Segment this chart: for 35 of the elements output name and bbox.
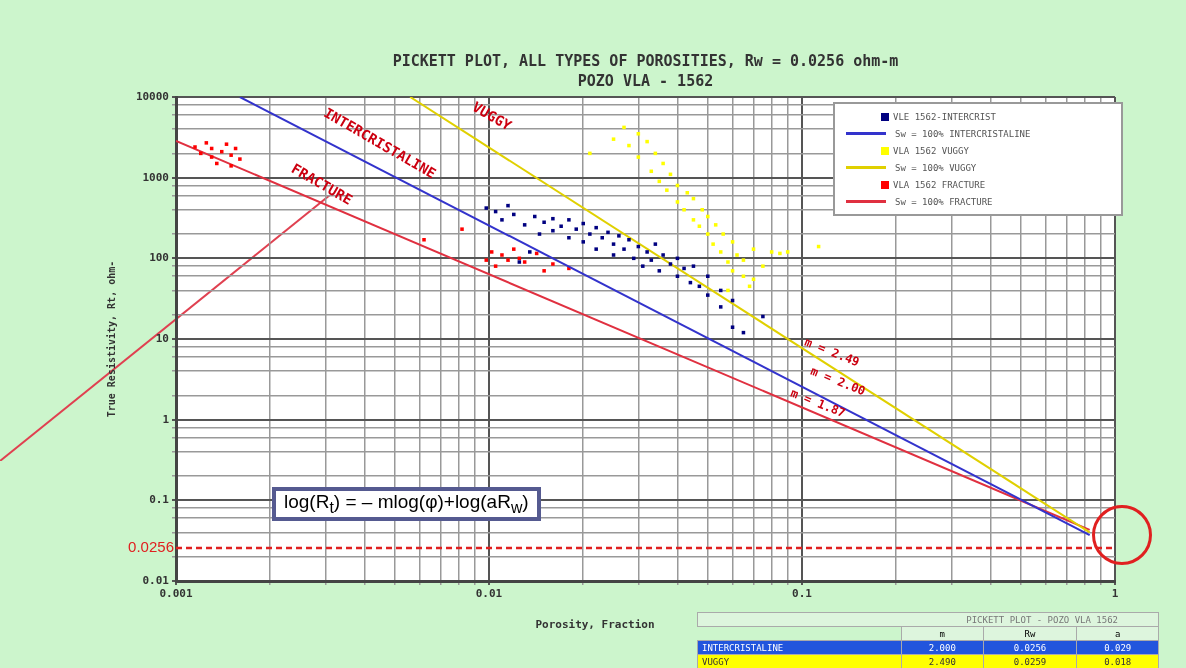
text: VUGGY <box>697 654 902 668</box>
x-axis-title: Porosity, Fraction <box>534 618 656 631</box>
annotation: log(R$_{t}$) = – mlog(φ)+log(aR$_{w}$) <box>272 487 541 521</box>
y-tick-label: 1 <box>162 412 170 426</box>
text: 0.0259 <box>983 654 1077 668</box>
chart-title: PICKETT PLOT, ALL TYPES OF POROSITIES, Rw = 0.0256 ohm-m <box>391 52 900 70</box>
text: 0.018 <box>1076 654 1159 668</box>
text: m <box>901 626 984 641</box>
legend-label: VLA 1562 VUGGY <box>893 145 969 156</box>
legend-label: VLE 1562-INTERCRIST <box>893 111 996 122</box>
x-tick-label: 0.001 <box>159 587 193 601</box>
ref-line-label: 0.0256 <box>128 538 174 556</box>
y-tick-label: 10000 <box>135 89 169 103</box>
chart-subtitle: POZO VLA - 1562 <box>576 72 715 90</box>
text: 2.490 <box>901 654 984 668</box>
legend-label: VLA 1562 FRACTURE <box>893 179 986 190</box>
y-tick-label: 0.1 <box>149 493 170 507</box>
text: 0.029 <box>1076 640 1159 655</box>
text: INTERCRISTALINE <box>697 640 902 655</box>
text: PICKETT PLOT - POZO VLA 1562 <box>697 612 1159 627</box>
text: a <box>1076 626 1159 641</box>
y-axis-title: True Resistivity, Rt, ohm- <box>105 260 117 418</box>
x-tick-label: 0.01 <box>475 587 503 601</box>
legend-label: Sw = 100% VUGGY <box>895 162 977 173</box>
text: Rw <box>983 626 1077 641</box>
y-tick-label: 10 <box>155 331 169 345</box>
text: 0.0256 <box>983 640 1077 655</box>
y-tick-label: 100 <box>149 251 169 265</box>
y-tick-label: 0.01 <box>142 573 170 587</box>
x-tick-label: 0.1 <box>792 587 813 601</box>
legend-label: Sw = 100% FRACTURE <box>895 196 993 207</box>
text: 2.000 <box>901 640 984 655</box>
x-tick-label: 1 <box>1111 587 1119 601</box>
y-tick-label: 1000 <box>142 170 169 184</box>
legend-label: Sw = 100% INTERCRISTALINE <box>895 128 1031 139</box>
